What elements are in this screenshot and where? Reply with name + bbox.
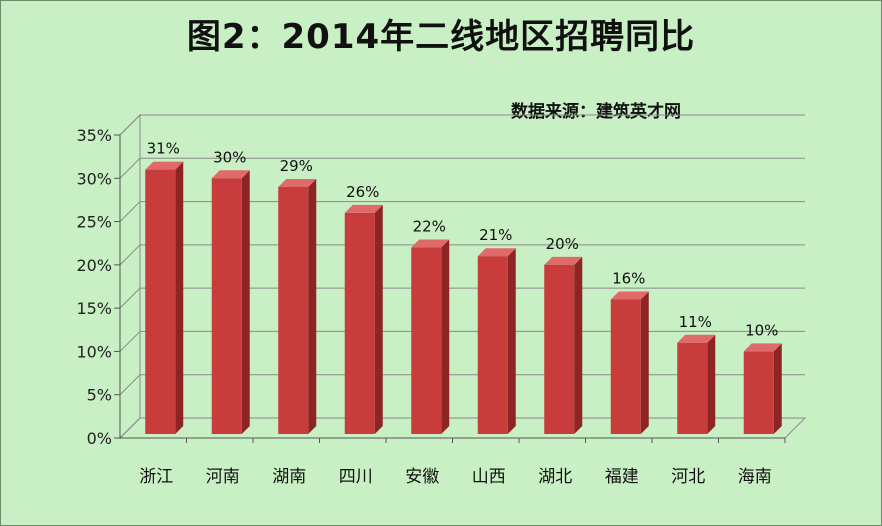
bar-side [640,291,649,434]
bar [610,299,641,434]
data-label: 16% [612,269,645,287]
y-tick-label: 15% [76,299,112,318]
bar-side [707,334,716,434]
bar [677,342,708,434]
chart-source: 数据来源：建筑英才网 [511,102,681,122]
x-tick-label: 河北 [671,467,705,487]
gridline-diag [119,201,141,222]
bar [344,212,375,434]
data-label: 26% [346,183,379,201]
bar-top [411,239,450,248]
bar-side [241,170,250,435]
bar [278,186,309,434]
bar-top [677,334,716,343]
y-tick-label: 35% [76,126,112,145]
bar-side [773,343,782,434]
bar-top [278,178,317,187]
y-tick-label: 25% [76,213,112,232]
x-tick-label: 山西 [472,467,506,487]
bar-top [211,170,250,179]
y-tick-label: 20% [76,256,112,275]
bar-top [743,343,782,352]
bar-top [145,161,184,170]
bar-top [344,204,383,213]
data-label: 31% [147,140,180,158]
bar-side [308,178,317,434]
side-wall [119,113,141,440]
x-tick-label: 安徽 [405,467,439,487]
bar-side [175,161,184,434]
gridline-diag [119,417,141,439]
bar [743,351,774,434]
bar-side [507,248,516,434]
x-tick-label: 河南 [206,467,240,487]
gridline-diag [119,331,141,352]
data-label: 30% [213,148,246,166]
gridline-diag [119,157,141,179]
bar-top [477,248,516,257]
bar-side [574,256,583,434]
data-label: 20% [546,235,579,253]
data-label: 11% [679,313,712,331]
x-tick-label: 湖北 [538,467,572,487]
data-label: 29% [280,157,313,175]
bar-side [441,239,450,434]
gridline-diag [119,287,141,309]
data-label: 10% [745,321,778,339]
bar [411,247,442,434]
bar [544,264,575,434]
x-tick-label: 浙江 [139,467,173,487]
bar-side [374,204,383,434]
bar [477,256,508,434]
y-tick-label: 5% [87,386,112,405]
chart-title: 图2：2014年二线地区招聘同比 [186,17,696,57]
y-tick-label: 10% [76,342,112,361]
gridline-diag [119,114,141,136]
y-tick-label: 0% [87,429,112,448]
bar-top [610,291,649,300]
gridline-diag [119,374,141,396]
data-label: 22% [413,218,446,236]
x-tick-label: 湖南 [272,467,306,487]
x-tick-label: 四川 [339,467,373,487]
data-label: 21% [479,226,512,244]
bar-top [544,256,583,265]
bar [145,169,176,434]
x-tick-label: 福建 [605,467,639,487]
bar [211,178,242,434]
y-tick-label: 30% [76,169,112,188]
gridline-diag [119,244,141,266]
x-tick-label: 海南 [738,467,772,487]
